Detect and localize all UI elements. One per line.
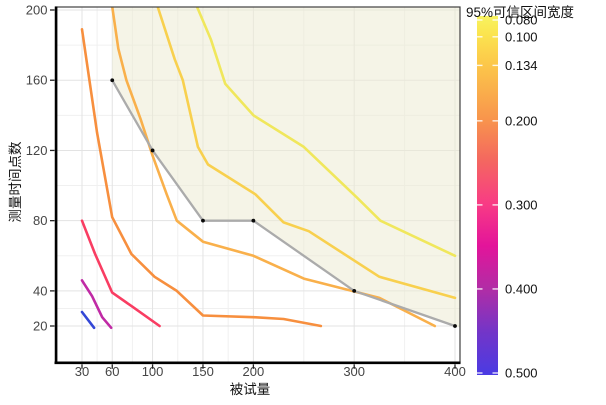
- x-axis-title: 被试量: [229, 382, 271, 397]
- colorbar-label: 0.500: [505, 366, 538, 381]
- colorbar-label: 0.100: [505, 29, 538, 44]
- x-tick-label: 30: [75, 364, 89, 379]
- colorbar: [477, 16, 498, 375]
- design-point-marker: [201, 218, 205, 223]
- contour-line-0.500: [80, 310, 96, 330]
- design-point-marker: [110, 78, 115, 83]
- y-tick-label: 120: [26, 143, 48, 158]
- y-tick-label: 160: [26, 73, 48, 88]
- contour-line-0.300: [80, 219, 161, 328]
- selected-design-line: [111, 79, 456, 328]
- y-tick-label: 80: [33, 213, 47, 228]
- legend-title: 95%可信区间宽度: [466, 5, 575, 20]
- x-tick-label: 100: [142, 364, 164, 379]
- contour-line-0.400: [80, 279, 113, 330]
- contour-line-0.080: [195, 7, 457, 258]
- tick-labels: 30 60 100 150 200 300 400 20 40 80 120 160 200: [26, 2, 466, 379]
- design-point-marker: [251, 218, 256, 223]
- design-point-marker: [150, 148, 155, 153]
- colorbar-label: 0.080: [505, 13, 538, 28]
- y-tick-label: 200: [26, 2, 48, 17]
- y-tick-label: 20: [33, 319, 47, 334]
- x-tick-label: 200: [243, 364, 265, 379]
- design-point-marker: [352, 288, 357, 293]
- x-tick-label: 150: [192, 364, 214, 379]
- shaded-feasible-region: [112, 7, 460, 328]
- y-axis-title: 测量时间点数: [8, 141, 23, 223]
- x-tick-label: 300: [343, 364, 365, 379]
- contour-line-0.100: [156, 7, 457, 300]
- colorbar-label: 0.400: [505, 281, 538, 296]
- contour-line-0.200: [80, 27, 323, 328]
- y-tick-label: 40: [33, 283, 47, 298]
- design-point-marker: [453, 324, 457, 328]
- colorbar-label: 0.134: [505, 58, 538, 73]
- colorbar-label: 0.300: [505, 197, 538, 212]
- colorbar-label: 0.200: [505, 113, 538, 128]
- x-tick-label: 60: [105, 364, 119, 379]
- contour-line-0.134: [110, 7, 437, 328]
- x-tick-label: 400: [444, 364, 466, 379]
